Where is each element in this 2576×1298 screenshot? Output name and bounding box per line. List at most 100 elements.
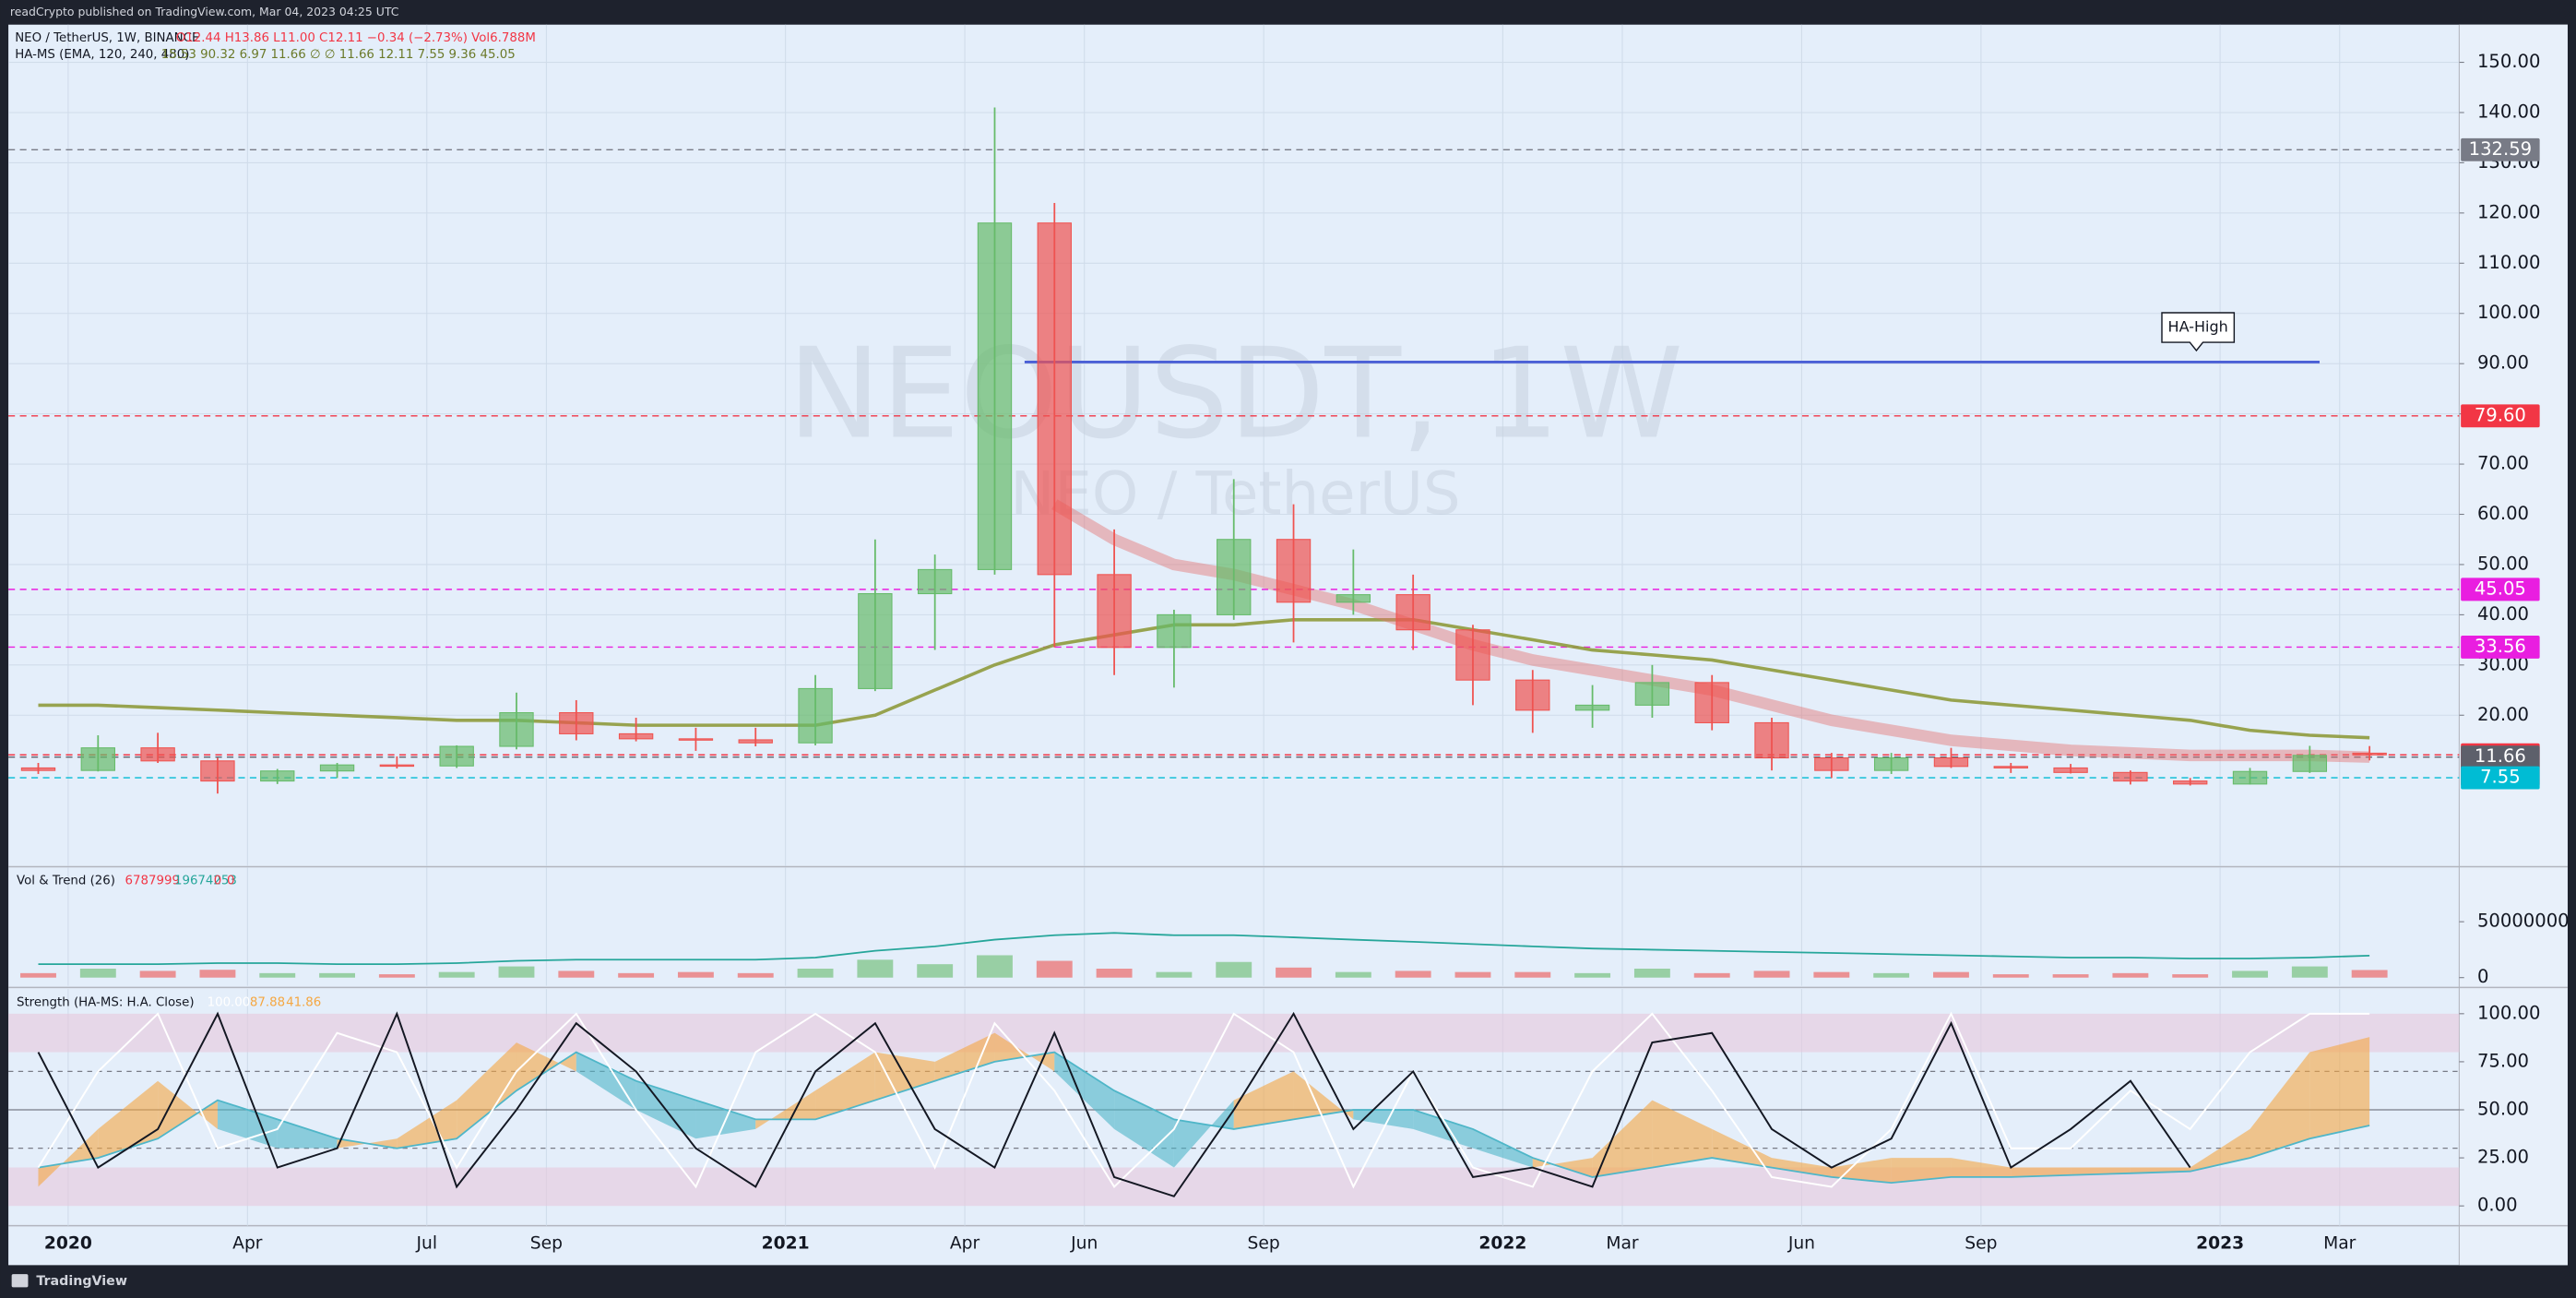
oscillator-line [37,1011,2191,1197]
volume-bar [797,969,834,978]
volume-bar [259,972,296,978]
candle-body [678,738,714,741]
strength-area [1951,1158,2012,1177]
candle-body [1933,757,1969,768]
strength-area [576,1052,636,1111]
strength-area [277,1119,338,1149]
footer-brand[interactable]: TradingView [36,1274,127,1289]
candle-body [2113,771,2148,782]
candle-body [1634,682,1670,706]
level-label: 33.56 [2475,636,2526,657]
indicator-line [38,618,2370,740]
strength-area [2250,1052,2310,1159]
candle-body [559,712,594,734]
candle-body [618,732,654,740]
x-tick-label: Jul [415,1234,437,1254]
candle-body [1694,682,1729,723]
strength-area [38,1128,99,1187]
x-tick-label: 2022 [1478,1234,1526,1254]
candle-body [1814,757,1849,771]
volume-bar [737,972,774,978]
volume-bar [139,971,176,978]
x-tick-label: Sep [530,1234,563,1254]
level-badge [2461,137,2540,161]
volume-bar [438,971,475,978]
indicator-values: 15.53 90.32 6.97 11.66 ∅ ∅ 11.66 12.11 7… [161,48,516,62]
x-tick-label: 2020 [44,1234,92,1254]
y-tick-label: 25.00 [2477,1147,2529,1168]
x-tick-label: Jun [1070,1234,1098,1254]
y-tick-label: 50000000 [2477,911,2570,932]
volume-bar [2291,966,2328,978]
x-tick-label: Mar [2323,1234,2356,1254]
candle-body [798,687,833,744]
legend-value: 0 [214,875,222,888]
legend-value: 87.88 [250,995,285,1009]
volume-bar [1992,974,2029,978]
trend-line [38,932,2370,965]
level-badge [2461,635,2540,659]
level-badge [2461,766,2540,790]
y-tick-label: 120.00 [2477,201,2541,222]
volume-bar [2112,972,2149,978]
candle-body [140,747,175,762]
volume-bar [1873,972,1910,978]
x-tick-label: 2023 [2196,1234,2244,1254]
candle-body [1335,594,1371,603]
candle-body [1993,766,2028,768]
y-tick-label: 30.00 [2477,653,2529,674]
candle-body [858,592,893,689]
y-tick-label: 0 [2477,966,2488,987]
brand-logo [11,1274,29,1288]
level-label: 11.66 [2475,745,2526,767]
candle-body [1395,594,1430,631]
watermark-subtitle: NEO / TetherUS [1010,459,1460,529]
y-tick-label: 20.00 [2477,704,2529,725]
strength-area [397,1100,457,1149]
volume-bar [977,955,1013,978]
strength-area [1472,1128,1533,1168]
indicator-legend: HA-MS (EMA, 120, 240, 480) [15,48,189,62]
y-tick-label: 50.00 [2477,1099,2529,1120]
ohlc-legend: O12.44 H13.86 L11.00 C12.11 −0.34 (−2.73… [176,31,536,45]
candle-body [2232,770,2268,785]
layer: 2020 Apr Jul Sep 2021 Apr Jun Sep 2022 Mar Jun Sep 2… [8,24,2570,1254]
strength-area [994,1032,1055,1072]
y-tick-label: 75.00 [2477,1050,2529,1071]
volume-bar [857,959,894,978]
volume-bar [1216,961,1252,978]
level-badge [2461,578,2540,601]
volume-bar [498,966,535,978]
volume-bar [618,972,655,978]
y-tick-label: 40.00 [2477,603,2529,625]
volume-bar [2052,974,2089,978]
strength-area [1173,1100,1234,1168]
strength-area [1712,1128,1773,1168]
pane-title: Strength (HA-MS: H.A. Close) [17,995,195,1009]
candle-body [1217,539,1252,615]
volume-bar [1276,967,1312,978]
base-line [38,1051,2370,1185]
strength-area [1831,1158,1892,1184]
candle-body [1276,539,1312,603]
legend-value: 6787999 [125,875,180,888]
volume-bar [319,972,355,978]
strength-area [457,1042,516,1139]
strength-area [158,1080,218,1139]
volume-bar [1395,971,1431,978]
volume-bar [1096,969,1133,978]
y-tick-label: 100.00 [2477,302,2541,323]
volume-bar [1693,972,1730,978]
y-tick-label: 50.00 [2477,553,2529,574]
volume-bar [2172,974,2209,978]
candle-body [379,764,415,768]
x-tick-label: 2021 [762,1234,810,1254]
legend-value: 100.00 [208,995,251,1009]
candle-body [439,745,474,767]
level-label: 79.60 [2475,404,2526,425]
y-tick-label: 0.00 [2477,1195,2518,1216]
symbol-title: NEO / TetherUS, 1W, BINANCE [15,31,199,45]
volume-bar [1933,971,1969,978]
strength-area [1233,1071,1294,1129]
